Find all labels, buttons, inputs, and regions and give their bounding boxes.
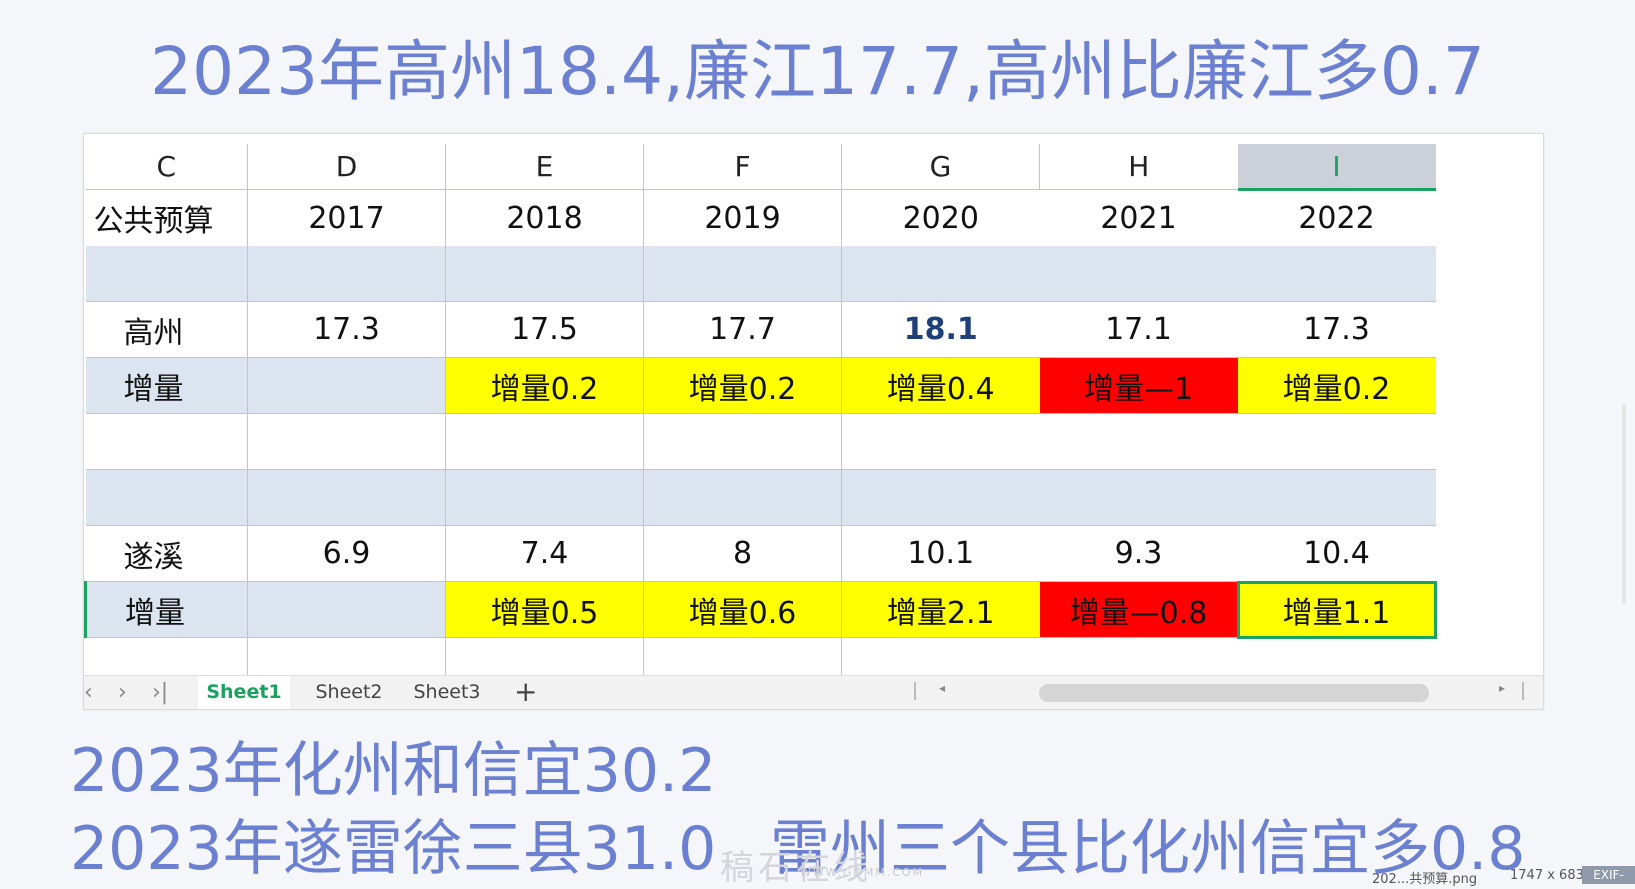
- cell-gaozhou-increase-2017[interactable]: [247, 357, 446, 414]
- empty-cell[interactable]: [247, 469, 446, 526]
- spreadsheet-window: C D E F G H I 公共预算 2017 2018 2019 2020 2…: [83, 133, 1626, 710]
- blank-shaded-row-2: [85, 469, 1436, 526]
- cell-suixi-increase-2017[interactable]: [247, 581, 446, 638]
- cell-gaozhou-2018[interactable]: 17.5: [445, 301, 644, 358]
- tab-sheet3[interactable]: Sheet3: [413, 681, 481, 703]
- column-header-row: C D E F G H I: [85, 144, 1436, 191]
- empty-cell[interactable]: [1039, 413, 1238, 470]
- vertical-scrollbar[interactable]: [1622, 404, 1626, 604]
- sheet-tab-bar: ‹ › ›| Sheet1 Sheet2 Sheet3 + ◂ ▸: [84, 675, 1543, 709]
- blank-row: [85, 413, 1436, 470]
- cell-year-2018[interactable]: 2018: [445, 189, 644, 246]
- exif-button[interactable]: EXIF-: [1582, 866, 1635, 884]
- note-huazhou-xinyi: 2023年化州和信宜30.2: [70, 736, 717, 806]
- cell-suixi-increase-2021[interactable]: 增量—0.8: [1039, 581, 1238, 638]
- suixi-increase-row: 增量 增量0.5 增量0.6 增量2.1 增量—0.8 增量1.1: [84, 580, 1437, 639]
- tab-nav-last-icon[interactable]: ›|: [152, 680, 169, 705]
- empty-cell[interactable]: [85, 246, 248, 302]
- gaozhou-values-row: 高州 17.3 17.5 17.7 18.1 17.1 17.3: [85, 301, 1436, 358]
- empty-cell[interactable]: [1237, 413, 1436, 470]
- cell-gaozhou-increase-2020[interactable]: 增量0.4: [841, 357, 1040, 414]
- viewer-filename: 202...共预算.png: [1372, 872, 1478, 887]
- suixi-values-row: 遂溪 6.9 7.4 8 10.1 9.3 10.4: [85, 525, 1436, 582]
- cell-suixi-increase-label[interactable]: 增量: [84, 581, 248, 638]
- cell-gaozhou-increase-2019[interactable]: 增量0.2: [643, 357, 842, 414]
- cell-gaozhou-2022[interactable]: 17.3: [1237, 301, 1436, 358]
- tab-nav-prev-icon[interactable]: ‹: [84, 680, 93, 705]
- watermark-url: WWW.GDMM.COM: [800, 866, 925, 879]
- cell-year-2021[interactable]: 2021: [1100, 200, 1177, 236]
- tab-sheet1[interactable]: Sheet1: [198, 676, 290, 709]
- column-header-c[interactable]: C: [85, 144, 248, 190]
- cell-public-budget-label[interactable]: 公共预算: [93, 204, 214, 239]
- tab-sheet2[interactable]: Sheet2: [315, 681, 383, 703]
- empty-cell[interactable]: [445, 246, 644, 302]
- cell-suixi-2018[interactable]: 7.4: [445, 525, 644, 582]
- blank-shaded-row: [85, 246, 1436, 302]
- scroll-right-icon[interactable]: ▸: [1499, 681, 1506, 695]
- column-header-g[interactable]: G: [841, 144, 1040, 190]
- cell-gaozhou-increase-2022[interactable]: 增量0.2: [1237, 357, 1436, 414]
- cell-gaozhou-increase-2021[interactable]: 增量—1: [1039, 357, 1238, 414]
- viewer-dimensions: 1747 x 683: [1510, 868, 1584, 883]
- empty-cell[interactable]: [643, 246, 842, 302]
- cell-year-2020[interactable]: 2020: [841, 189, 1040, 246]
- empty-cell[interactable]: [85, 469, 248, 526]
- gaozhou-increase-row: 增量 增量0.2 增量0.2 增量0.4 增量—1 增量0.2: [85, 357, 1436, 414]
- cell-suixi-2017[interactable]: 6.9: [247, 525, 446, 582]
- cell-suixi-increase-2022-active[interactable]: 增量1.1: [1236, 580, 1437, 639]
- column-header-h[interactable]: H: [1039, 144, 1238, 190]
- empty-cell[interactable]: [841, 469, 1040, 526]
- empty-cell[interactable]: [247, 413, 446, 470]
- empty-cell[interactable]: [1039, 246, 1238, 302]
- watermark-logo: 稿石在线: [720, 848, 872, 888]
- cell-suixi-label[interactable]: 遂溪: [85, 525, 248, 582]
- empty-cell[interactable]: [445, 469, 644, 526]
- horizontal-scroll-thumb[interactable]: [1039, 684, 1429, 702]
- empty-cell[interactable]: [643, 469, 842, 526]
- scroll-left-icon[interactable]: ◂: [939, 681, 946, 695]
- spreadsheet-grid: C D E F G H I 公共预算 2017 2018 2019 2020 2…: [84, 144, 1437, 693]
- cell-suixi-2019[interactable]: 8: [643, 525, 842, 582]
- column-header-f[interactable]: F: [643, 144, 842, 190]
- empty-cell[interactable]: [247, 246, 446, 302]
- headline-title: 2023年高州18.4,廉江17.7,高州比廉江多0.7: [150, 33, 1485, 110]
- cell-suixi-increase-2018[interactable]: 增量0.5: [445, 581, 644, 638]
- cell-gaozhou-increase-2018[interactable]: 增量0.2: [445, 357, 644, 414]
- empty-cell[interactable]: [643, 413, 842, 470]
- note-comparison: 雷州三个县比化州信宜多0.8: [770, 814, 1526, 884]
- year-header-row: 公共预算 2017 2018 2019 2020 2021 2022: [86, 189, 1436, 246]
- cell-year-2017[interactable]: 2017: [247, 189, 446, 246]
- cell-year-2019[interactable]: 2019: [643, 189, 842, 246]
- add-sheet-button[interactable]: +: [514, 675, 538, 708]
- column-header-e[interactable]: E: [445, 144, 644, 190]
- empty-cell[interactable]: [1237, 246, 1436, 302]
- cell-gaozhou-label[interactable]: 高州: [85, 301, 248, 358]
- cell-suixi-2021[interactable]: 9.3: [1039, 525, 1238, 582]
- column-header-d[interactable]: D: [247, 144, 446, 190]
- cell-gaozhou-increase-label[interactable]: 增量: [85, 357, 248, 414]
- empty-cell[interactable]: [841, 413, 1040, 470]
- empty-cell[interactable]: [1237, 469, 1436, 526]
- cell-gaozhou-2017[interactable]: 17.3: [247, 301, 446, 358]
- scroll-split-handle-right[interactable]: [1522, 682, 1524, 700]
- cell-gaozhou-2020[interactable]: 18.1: [841, 301, 1040, 358]
- tab-nav-next-icon[interactable]: ›: [118, 680, 127, 705]
- cell-suixi-increase-2019[interactable]: 增量0.6: [643, 581, 842, 638]
- column-header-i[interactable]: I: [1237, 144, 1436, 191]
- cell-suixi-2022[interactable]: 10.4: [1237, 525, 1436, 582]
- empty-cell[interactable]: [445, 413, 644, 470]
- cell-suixi-increase-2020[interactable]: 增量2.1: [841, 581, 1040, 638]
- empty-cell[interactable]: [85, 413, 248, 470]
- cell-gaozhou-2019[interactable]: 17.7: [643, 301, 842, 358]
- note-three-counties: 2023年遂雷徐三县31.0: [70, 814, 717, 884]
- empty-cell[interactable]: [1039, 469, 1238, 526]
- cell-suixi-2020[interactable]: 10.1: [841, 525, 1040, 582]
- cell-year-2022[interactable]: 2022: [1298, 201, 1375, 236]
- cell-gaozhou-2021[interactable]: 17.1: [1039, 301, 1238, 358]
- scroll-split-handle[interactable]: [914, 682, 916, 700]
- empty-cell[interactable]: [841, 246, 1040, 302]
